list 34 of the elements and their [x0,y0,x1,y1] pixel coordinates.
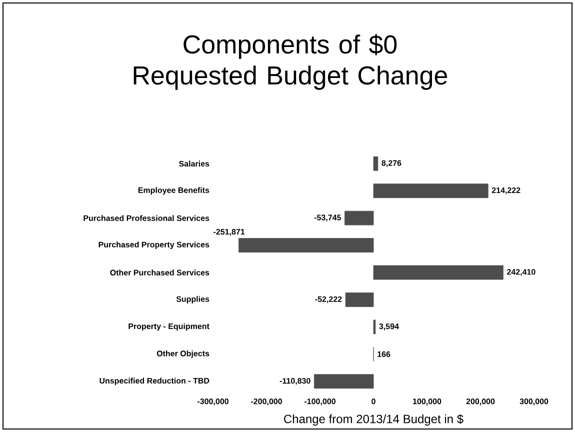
data-label: -110,830 [280,378,310,385]
bar [373,265,504,280]
bar [373,156,378,171]
data-label: 214,222 [492,187,520,194]
bar [314,374,374,389]
bar [373,184,488,198]
x-tick-label: 300,000 [520,398,548,406]
x-tick-label: 100,000 [413,398,442,406]
data-label: 3,594 [379,324,399,330]
x-tick-label: -100,000 [304,398,336,406]
y-tick-label: Unspecified Reduction - TBD [100,378,210,386]
data-label: 8,276 [382,160,402,168]
y-tick-label: Purchased Property Services [98,242,210,250]
data-label: 242,410 [507,269,536,276]
data-label: -52,222 [315,296,342,304]
bar [345,292,374,307]
data-label: 166 [378,351,390,358]
y-tick-label: Property - Equipment [128,323,210,331]
data-label: -53,745 [314,214,341,222]
x-tick-label: -200,000 [251,398,282,406]
bar [344,210,374,226]
y-tick-label: Employee Benefits [138,187,210,195]
x-tick-label: 200,000 [466,398,495,406]
y-tick-label: Purchased Professional Services [84,215,210,221]
x-axis-title: Change from 2013/14 Budget in $ [284,414,464,426]
chart-title: Components of $0 Requested Budget Change [134,34,448,90]
y-tick-label: Other Objects [156,350,210,358]
x-tick-label: -300,000 [198,398,228,406]
y-tick-label: Supplies [176,296,210,304]
y-tick-label: Salaries [179,160,210,167]
data-label: -251,871 [214,228,245,236]
x-tick-label: 0 [372,398,376,404]
bar [238,238,374,252]
y-tick-label: Other Purchased Services [110,270,210,276]
